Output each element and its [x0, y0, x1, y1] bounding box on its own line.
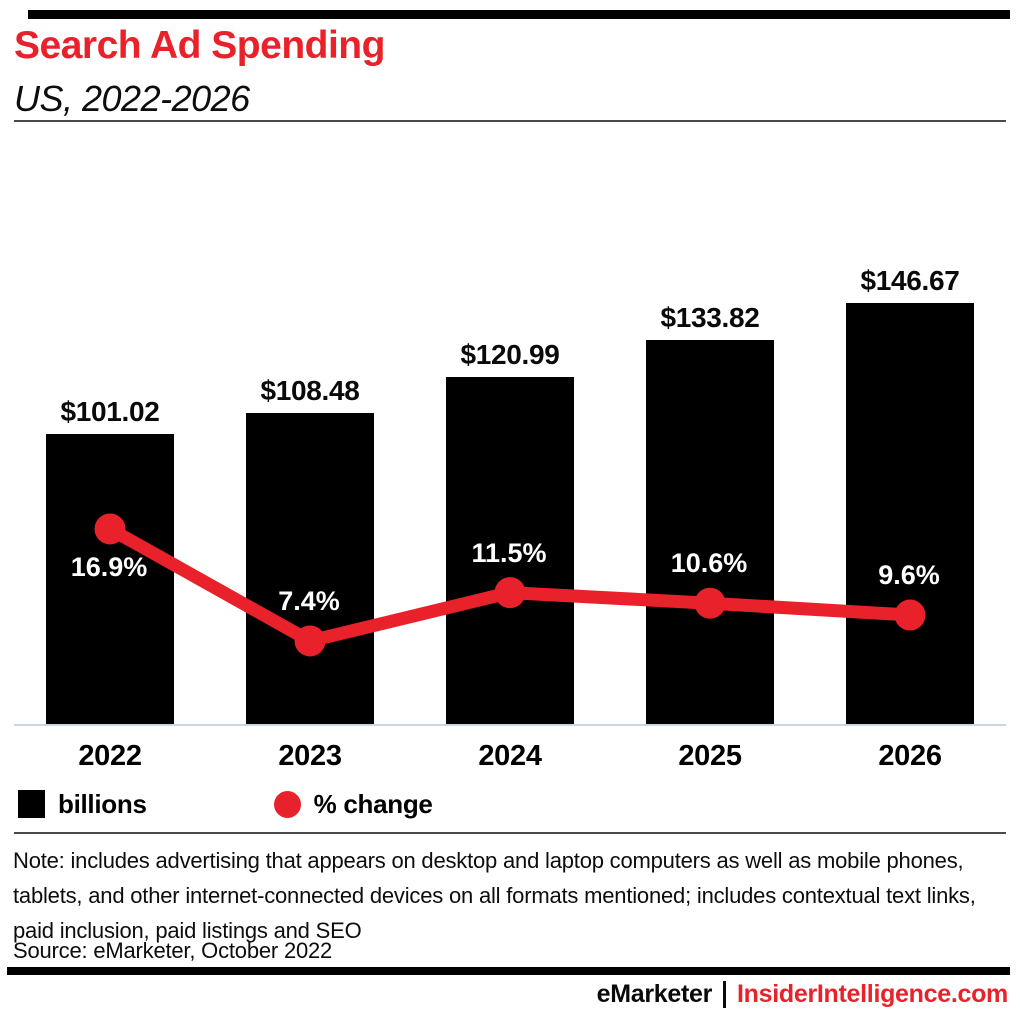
bar-2023: [246, 412, 374, 724]
pct-change-label: 11.5%: [471, 537, 547, 568]
pct-change-label: 7.4%: [278, 585, 340, 616]
bar-2025: [646, 339, 774, 724]
legend-item-billions: billions: [18, 789, 147, 820]
x-axis-baseline: [14, 724, 1006, 726]
x-axis-label-2025: 2025: [678, 740, 742, 772]
bar-value-label: $101.02: [60, 395, 160, 427]
x-axis-label-2022: 2022: [78, 740, 142, 772]
legend-square-swatch: [18, 790, 45, 818]
footer-brand-bar: [7, 967, 1010, 975]
legend-circle-swatch: [273, 790, 301, 818]
pct-change-line-layer: [94, 513, 926, 657]
chart-subtitle: US, 2022-2026: [14, 78, 250, 119]
legend-item-change: % change: [161, 789, 433, 820]
bar-value-label: $120.99: [460, 338, 560, 370]
bar-2024: [446, 376, 574, 724]
pct-change-label: 16.9%: [70, 551, 148, 582]
bar-value-label: $146.67: [860, 264, 960, 296]
top-brand-bar: [28, 10, 1010, 19]
chart-title: Search Ad Spending: [14, 24, 385, 67]
legend-label: billions: [58, 788, 147, 819]
chart-legend: billions % change: [18, 789, 433, 819]
pct-change-point: [94, 513, 126, 545]
bar-2026: [846, 302, 974, 724]
footer-branding: eMarketer InsiderIntelligence.com: [597, 980, 1008, 1009]
x-axis-label-2026: 2026: [878, 740, 942, 772]
plot-area: $101.02 16.9% 2022 $108.48 7.4% 2023 $120.99 11…: [14, 264, 1006, 772]
bar-2022: [46, 433, 174, 724]
x-axis-label-2023: 2023: [278, 740, 342, 772]
x-axis-label-2024: 2024: [478, 740, 542, 772]
source-text: Source: eMarketer, October 2022: [13, 938, 333, 963]
title-divider: [14, 120, 1006, 122]
legend-label: % change: [313, 788, 433, 819]
pct-change-point: [294, 625, 326, 657]
pct-change-label: 9.6%: [878, 560, 940, 591]
bar-value-label: $108.48: [260, 374, 360, 406]
pct-change-point: [494, 577, 526, 609]
pct-change-point: [894, 599, 926, 631]
bar-value-label: $133.82: [660, 301, 760, 333]
pct-change-label: 10.6%: [670, 548, 748, 579]
footer-site-link: InsiderIntelligence.com: [737, 980, 1008, 1008]
footer-separator: [723, 981, 727, 1008]
footer-brand-emarketer: eMarketer: [596, 980, 713, 1008]
note-text: Note: includes advertising that appears …: [13, 848, 976, 943]
pct-change-point: [694, 587, 726, 619]
note-divider: [14, 832, 1006, 834]
